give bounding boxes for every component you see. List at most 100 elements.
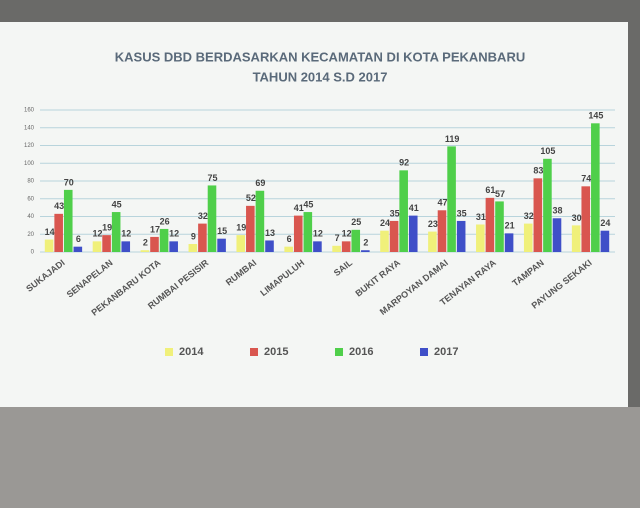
data-label: 32	[524, 211, 534, 221]
bar	[169, 241, 178, 252]
y-tick-label: 80	[27, 179, 34, 185]
bar	[571, 225, 581, 252]
bar	[54, 213, 63, 252]
bar	[303, 212, 313, 252]
data-label: 47	[437, 198, 447, 208]
bar	[188, 244, 198, 252]
data-label: 52	[246, 193, 256, 203]
screen	[0, 22, 628, 407]
legend-swatch	[250, 348, 258, 356]
bar	[121, 241, 131, 252]
data-label: 45	[112, 199, 122, 209]
bar	[504, 233, 514, 252]
legend-label: 2017	[434, 346, 458, 358]
data-label: 19	[102, 223, 112, 233]
data-label: 23	[428, 219, 438, 229]
bar	[523, 223, 533, 252]
legend-swatch	[335, 348, 343, 356]
bar	[533, 178, 543, 252]
bar	[332, 245, 341, 252]
data-label: 119	[445, 134, 460, 144]
data-label: 45	[303, 199, 313, 209]
bar	[351, 229, 361, 252]
data-label: 92	[399, 158, 409, 168]
bar	[408, 215, 418, 252]
bar	[543, 158, 552, 252]
data-label: 12	[169, 229, 179, 239]
data-label: 38	[552, 206, 562, 216]
data-label: 43	[54, 201, 64, 211]
data-label: 15	[217, 226, 227, 236]
data-label: 17	[150, 224, 160, 234]
bar	[313, 241, 322, 252]
bar	[102, 235, 111, 252]
y-tick-label: 20	[27, 232, 34, 238]
data-label: 2	[143, 238, 148, 248]
data-label: 19	[236, 223, 246, 233]
bar	[265, 240, 274, 252]
data-label: 70	[64, 177, 74, 187]
y-tick-label: 160	[24, 108, 35, 114]
bar	[600, 230, 610, 252]
y-tick-label: 40	[27, 214, 34, 220]
data-label: 35	[390, 208, 400, 218]
bar	[207, 185, 217, 252]
y-tick-label: 140	[24, 125, 35, 131]
data-label: 145	[588, 111, 603, 121]
data-label: 35	[457, 208, 467, 218]
bar	[485, 197, 495, 252]
bar	[389, 220, 399, 252]
bar	[255, 190, 265, 252]
data-label: 75	[207, 173, 217, 183]
bar	[140, 250, 150, 252]
data-label: 57	[495, 189, 505, 199]
data-label: 12	[121, 229, 131, 239]
bar	[159, 228, 169, 252]
legend-swatch	[420, 348, 428, 356]
data-label: 6	[287, 234, 292, 244]
data-label: 12	[313, 229, 323, 239]
data-label: 32	[198, 211, 208, 221]
data-label: 105	[540, 146, 555, 156]
data-label: 41	[294, 203, 304, 213]
legend-label: 2015	[264, 346, 288, 358]
data-label: 2	[363, 238, 368, 248]
data-label: 83	[533, 166, 543, 176]
wall	[0, 407, 640, 508]
legend-label: 2016	[349, 346, 373, 358]
bar	[495, 201, 504, 252]
bar	[581, 186, 591, 252]
data-label: 24	[380, 218, 390, 228]
legend-label: 2014	[179, 346, 204, 358]
bar	[476, 224, 485, 252]
data-label: 12	[342, 229, 352, 239]
bar	[293, 215, 303, 252]
bar	[150, 236, 159, 252]
bar	[399, 170, 408, 252]
y-tick-label: 120	[24, 143, 35, 149]
bar	[591, 123, 600, 252]
data-label: 74	[581, 174, 591, 184]
y-tick-label: 0	[31, 250, 35, 256]
bar	[284, 246, 293, 252]
bar	[92, 241, 102, 252]
chart-title: KASUS DBD BERDASARKAN KECAMATAN DI KOTA …	[115, 49, 525, 64]
data-label: 6	[76, 234, 81, 244]
bar	[44, 239, 54, 252]
bar	[456, 220, 466, 252]
data-label: 41	[409, 203, 419, 213]
bar	[380, 230, 389, 252]
bar	[217, 238, 226, 252]
data-label: 14	[45, 227, 55, 237]
bar	[552, 218, 562, 252]
y-tick-label: 100	[24, 161, 35, 167]
data-label: 61	[485, 185, 495, 195]
bar	[428, 231, 437, 252]
bar	[63, 189, 73, 252]
data-label: 9	[191, 231, 196, 241]
y-tick-label: 60	[27, 196, 34, 202]
bar	[361, 250, 370, 252]
data-label: 26	[160, 216, 170, 226]
data-label: 21	[505, 221, 515, 231]
